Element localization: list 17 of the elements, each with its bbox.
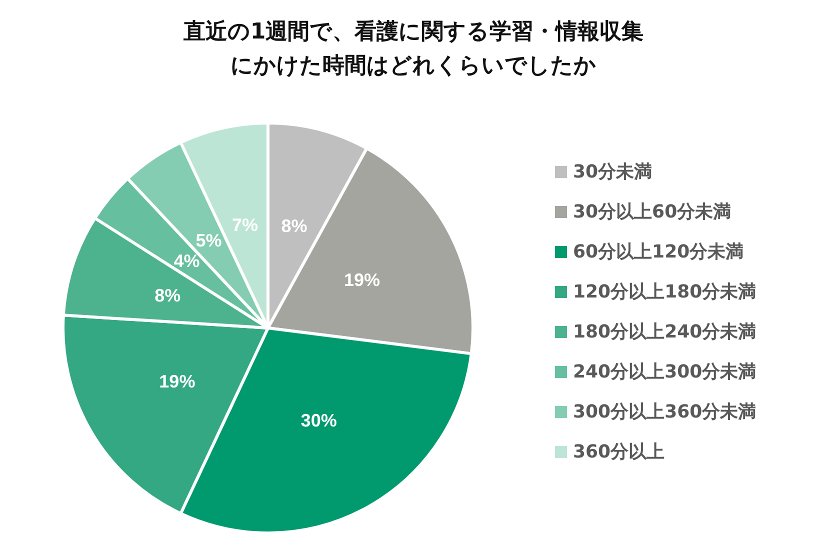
legend-label: 60分以上120分未満 — [573, 242, 744, 262]
data-label: 19% — [159, 372, 196, 392]
legend-label: 180分以上240分未満 — [573, 322, 756, 342]
legend-label: 240分以上300分未満 — [573, 362, 756, 382]
legend-label: 360分以上 — [573, 442, 665, 462]
legend-label: 120分以上180分未満 — [573, 282, 756, 302]
data-label: 19% — [344, 270, 380, 290]
chart-title: 直近の1週間で、看護に関する学習・情報収集にかけた時間はどれくらいでしたか — [182, 20, 644, 78]
data-label: 4% — [174, 250, 200, 271]
legend-label: 300分以上360分未満 — [573, 402, 756, 422]
data-label: 5% — [196, 230, 222, 251]
data-label: 8% — [281, 216, 308, 236]
data-label: 7% — [232, 215, 258, 236]
legend-label: 30分以上60分未満 — [573, 202, 732, 222]
data-label: 8% — [154, 285, 181, 306]
data-label: 30% — [300, 410, 337, 430]
legend-label: 30分未満 — [573, 162, 652, 182]
